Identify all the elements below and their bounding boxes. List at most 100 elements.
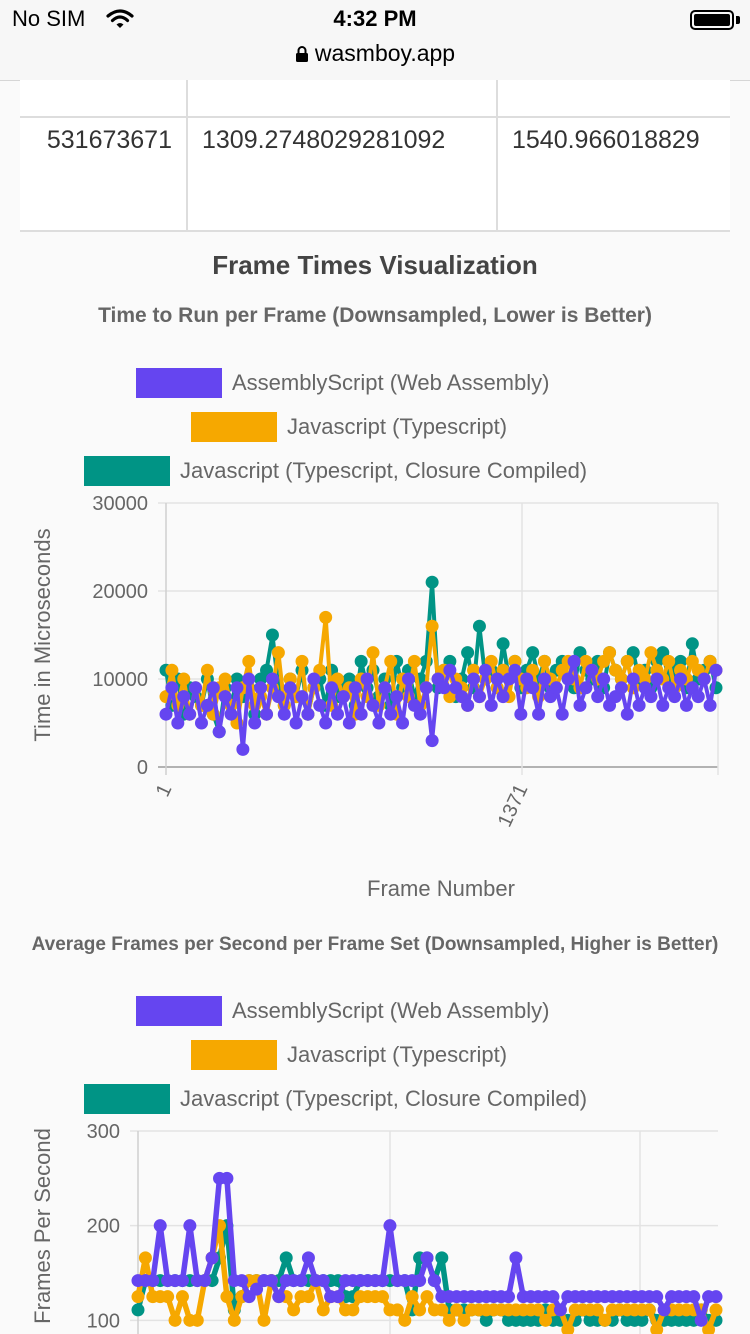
data-point[interactable] [165,663,179,677]
data-point[interactable] [687,1290,701,1304]
data-point[interactable] [183,707,197,721]
data-point[interactable] [224,707,238,721]
data-point[interactable] [254,681,268,695]
data-point[interactable] [220,1171,234,1185]
data-point[interactable] [632,698,646,712]
data-point[interactable] [319,610,333,624]
data-point[interactable] [131,1290,145,1304]
data-point[interactable] [650,672,664,686]
data-point[interactable] [206,681,220,695]
data-point[interactable] [685,637,699,651]
data-point[interactable] [295,690,309,704]
data-point[interactable] [171,716,185,730]
data-point[interactable] [427,1274,441,1288]
data-point[interactable] [250,1282,264,1296]
data-point[interactable] [376,1274,390,1288]
data-point[interactable] [248,716,262,730]
data-point[interactable] [413,707,427,721]
data-point[interactable] [694,1313,708,1327]
data-point[interactable] [376,1290,390,1304]
data-point[interactable] [496,690,510,704]
data-point[interactable] [265,628,279,642]
data-point[interactable] [354,654,368,668]
data-point[interactable] [567,654,581,668]
data-point[interactable] [668,690,682,704]
data-point[interactable] [316,1274,330,1288]
data-point[interactable] [435,1251,449,1265]
data-point[interactable] [230,681,244,695]
data-point[interactable] [384,707,398,721]
data-point[interactable] [579,681,593,695]
data-point[interactable] [443,663,457,677]
data-point[interactable] [287,1303,301,1317]
data-point[interactable] [496,637,510,651]
data-point[interactable] [316,1303,330,1317]
data-point[interactable] [532,707,546,721]
data-point[interactable] [709,1290,723,1304]
data-point[interactable] [539,1313,553,1327]
data-point[interactable] [674,672,688,686]
data-point[interactable] [662,654,676,668]
data-point[interactable] [597,672,611,686]
data-point[interactable] [346,1303,360,1317]
data-point[interactable] [450,1303,464,1317]
data-point[interactable] [644,646,658,660]
data-point[interactable] [526,681,540,695]
data-point[interactable] [626,672,640,686]
data-point[interactable] [336,690,350,704]
data-point[interactable] [161,1290,175,1304]
data-point[interactable] [620,654,634,668]
data-point[interactable] [620,707,634,721]
data-point[interactable] [283,681,297,695]
data-point[interactable] [307,672,321,686]
data-point[interactable] [514,707,528,721]
data-point[interactable] [212,725,226,739]
data-point[interactable] [265,672,279,686]
data-point[interactable] [200,698,214,712]
data-point[interactable] [509,1251,523,1265]
data-point[interactable] [257,1313,271,1327]
data-point[interactable] [405,1290,419,1304]
data-point[interactable] [235,1274,249,1288]
data-point[interactable] [384,654,398,668]
data-point[interactable] [200,663,214,677]
data-point[interactable] [508,663,522,677]
data-point[interactable] [420,1290,434,1304]
data-point[interactable] [301,1251,315,1265]
data-point[interactable] [177,672,191,686]
data-point[interactable] [260,707,274,721]
data-point[interactable] [220,1290,234,1304]
data-point[interactable] [342,716,356,730]
data-point[interactable] [585,663,599,677]
data-point[interactable] [484,698,498,712]
data-point[interactable] [366,698,380,712]
data-point[interactable] [175,1274,189,1288]
data-point[interactable] [407,654,421,668]
data-point[interactable] [325,681,339,695]
data-point[interactable] [189,681,203,695]
data-point[interactable] [372,716,386,730]
data-point[interactable] [390,1303,404,1317]
data-point[interactable] [490,672,504,686]
data-point[interactable] [331,707,345,721]
data-point[interactable] [461,698,475,712]
data-point[interactable] [478,663,492,677]
data-point[interactable] [396,716,410,730]
data-point[interactable] [218,672,232,686]
data-point[interactable] [271,646,285,660]
data-point[interactable] [401,672,415,686]
data-point[interactable] [425,619,439,633]
data-point[interactable] [242,672,256,686]
data-point[interactable] [289,716,303,730]
data-point[interactable] [159,707,173,721]
data-point[interactable] [442,1313,456,1327]
data-point[interactable] [697,672,711,686]
data-point[interactable] [205,1251,219,1265]
data-point[interactable] [295,654,309,668]
data-point[interactable] [153,1219,167,1233]
data-point[interactable] [413,1274,427,1288]
data-point[interactable] [354,707,368,721]
data-point[interactable] [313,698,327,712]
data-point[interactable] [642,1303,656,1317]
data-point[interactable] [657,1303,671,1317]
